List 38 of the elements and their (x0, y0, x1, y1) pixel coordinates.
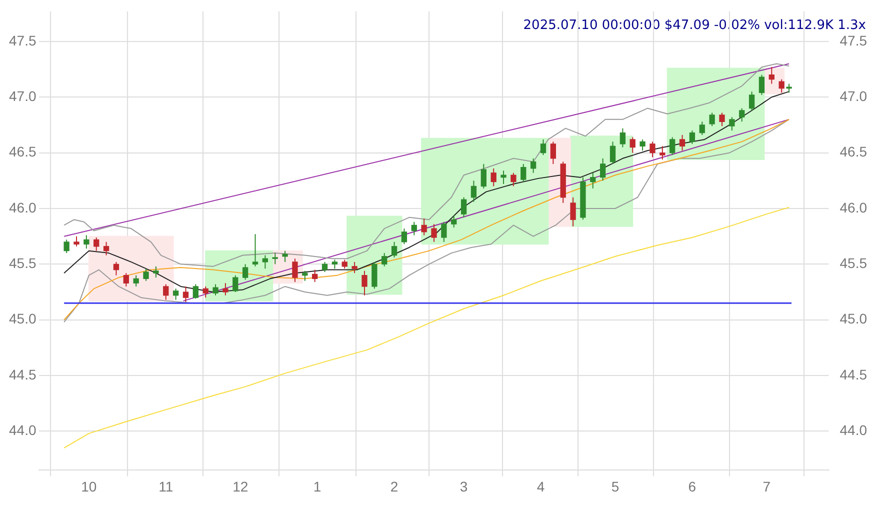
y-tick-label: 44.0 (9, 422, 36, 438)
x-tick-label: 3 (460, 478, 468, 494)
y2-tick-label: 44.0 (840, 422, 868, 438)
candlestick (362, 270, 368, 296)
candlestick (143, 268, 149, 282)
y2-tick-label: 45.5 (840, 255, 868, 272)
y-tick-label: 47.5 (9, 32, 36, 48)
candlestick (212, 284, 218, 296)
y-tick-label: 47.0 (9, 88, 36, 104)
y-tick-label: 45.0 (9, 310, 36, 327)
candlestick (729, 116, 735, 132)
candlestick (74, 236, 80, 247)
y2-tick-label: 45.0 (840, 310, 868, 327)
candlestick (272, 252, 278, 265)
text: 2025.07.10 00:00:00 $47.09 -0.02% vol:112.9K 1.3x (523, 18, 866, 33)
y-tick-label: 46.0 (9, 199, 36, 216)
candlestick (153, 266, 159, 278)
x-tick-label: 12 (232, 478, 248, 494)
y2-tick-label: 47.5 (840, 32, 868, 48)
x-tick-label: 5 (611, 478, 620, 494)
candlestick (352, 261, 358, 274)
x-tick-label: 1 (313, 478, 322, 494)
y2-tick-label: 47.0 (840, 88, 868, 104)
candlestick (719, 112, 725, 127)
y2-tick-label: 46.0 (840, 199, 868, 216)
y2-tick-label: 46.5 (840, 144, 868, 160)
y-tick-label: 46.5 (9, 144, 36, 160)
y-tick-label: 44.5 (9, 366, 36, 382)
y-tick-label: 45.5 (9, 255, 36, 272)
x-tick-label: 2 (390, 478, 398, 494)
candlestick (431, 224, 437, 242)
x-tick-label: 6 (688, 478, 696, 494)
y2-tick-label: 44.5 (840, 366, 868, 382)
x-tick-label: 11 (158, 478, 174, 494)
x-tick-label: 7 (762, 478, 771, 494)
candlestick (292, 258, 298, 283)
x-tick-label: 10 (81, 478, 97, 494)
x-tick-label: 4 (536, 478, 545, 494)
